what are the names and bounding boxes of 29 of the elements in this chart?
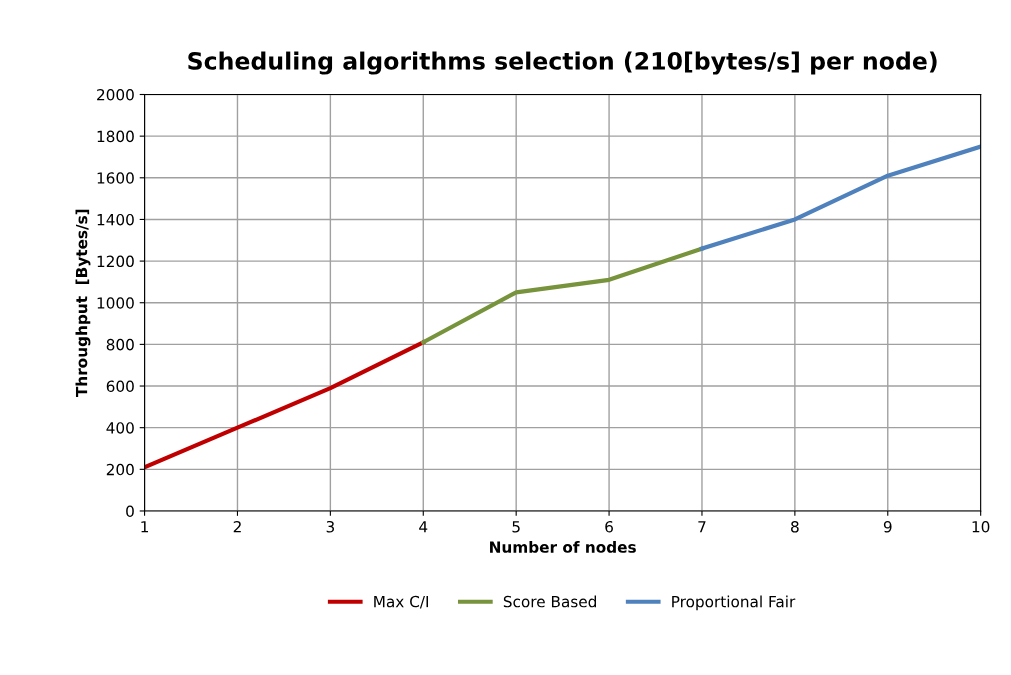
y-tick-label: 1000 xyxy=(97,297,134,309)
y-tick-label: 1400 xyxy=(97,213,134,226)
legend-label: Score Based xyxy=(503,595,596,608)
x-tick-label: 7 xyxy=(698,521,706,533)
chart-title: Scheduling algorithms selection (210[bytes/s] per node) xyxy=(188,51,937,75)
x-tick-label: 9 xyxy=(883,520,892,533)
y-tick-label: 200 xyxy=(106,463,134,476)
y-tick-label: 1200 xyxy=(97,255,134,268)
y-tick-label: 600 xyxy=(106,380,134,393)
y-tick-label: 0 xyxy=(126,505,134,517)
y-axis-title: Throughput [Bytes/s] xyxy=(75,209,91,398)
y-tick-label: 1800 xyxy=(97,130,134,143)
y-tick-label: 1600 xyxy=(97,172,134,184)
x-tick-label: 6 xyxy=(605,520,613,533)
x-tick-label: 4 xyxy=(419,521,428,533)
legend-label: Proportional Fair xyxy=(672,595,796,611)
line-series xyxy=(699,144,981,251)
y-tick-label: 400 xyxy=(106,422,134,434)
x-tick-label: 3 xyxy=(326,520,335,533)
y-tick-label: 2000 xyxy=(97,88,134,101)
x-axis-title: Number of nodes xyxy=(490,541,636,553)
x-tick-label: 5 xyxy=(512,521,520,533)
line-series xyxy=(144,340,426,470)
x-tick-label: 1 xyxy=(141,521,149,533)
x-tick-label: 8 xyxy=(791,520,799,533)
x-tick-label: 10 xyxy=(972,520,990,533)
y-tick-label: 800 xyxy=(106,338,134,351)
legend-label: Max C/I xyxy=(374,595,428,609)
x-tick-label: 2 xyxy=(233,520,241,533)
